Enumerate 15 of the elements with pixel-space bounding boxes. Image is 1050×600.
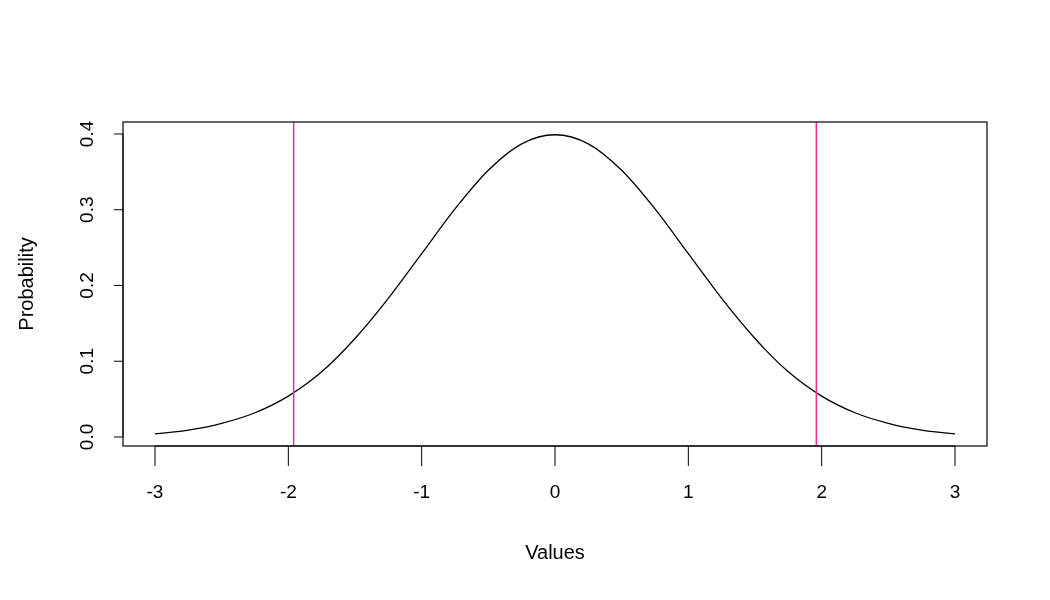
x-tick-label: 2 <box>816 481 827 502</box>
y-tick-label: 0.3 <box>75 196 97 223</box>
x-axis-title: Values <box>525 541 585 563</box>
x-tick-label: 3 <box>949 481 961 502</box>
x-tick-label: 1 <box>683 481 694 502</box>
x-tick-label: 0 <box>549 481 561 502</box>
y-tick-label: 0.0 <box>75 423 97 451</box>
x-tick-label: -2 <box>279 481 297 502</box>
y-tick-label: 0.4 <box>75 120 97 148</box>
line-series <box>154 134 956 435</box>
y-tick-label: 0.2 <box>75 272 97 299</box>
x-tick-label: -3 <box>146 481 164 502</box>
y-axis-title: Probability <box>15 237 37 331</box>
y-tick-label: 0.1 <box>75 348 97 375</box>
x-tick-label: -1 <box>413 481 431 502</box>
